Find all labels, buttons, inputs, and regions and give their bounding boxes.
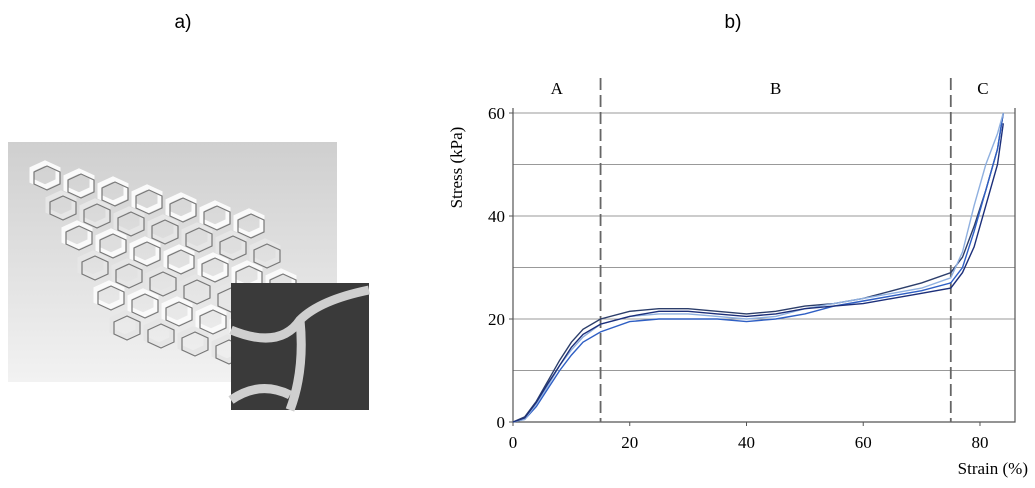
hexagon-shadow [99, 233, 127, 259]
hexagon-shadow [183, 279, 211, 305]
region-label: C [977, 79, 988, 98]
hexagon [45, 190, 77, 220]
y-tick-label: 40 [488, 207, 505, 226]
hexagon-shadow [219, 235, 247, 261]
hexagon-shadow [115, 263, 143, 289]
hexagon-shadow [181, 331, 209, 357]
y-tick-label: 60 [488, 104, 505, 123]
hexagon-shadow [67, 173, 95, 199]
hexagon-shadow [237, 213, 265, 239]
inset-strut [228, 285, 370, 412]
hexagon [161, 296, 193, 326]
hexagon-shadow [117, 211, 145, 237]
hexagon-shadow [201, 257, 229, 283]
hexagon-shadow [165, 301, 193, 327]
x-tick-label: 20 [621, 433, 638, 452]
hexagon-shadow [147, 323, 175, 349]
hexagon [29, 160, 61, 190]
hexagon-shadow [185, 227, 213, 253]
series-line [512, 112, 1004, 423]
hexagon-shadow [253, 243, 281, 269]
series-line [512, 112, 1004, 423]
axis-frame [512, 108, 1016, 423]
hexagon-shadow [83, 203, 111, 229]
hexagon [199, 200, 231, 230]
hexagon-shadow [169, 197, 197, 223]
hexagon-shadow [135, 189, 163, 215]
hexagon [109, 310, 141, 340]
hexagon-shadow [65, 225, 93, 251]
hexagon [195, 304, 227, 334]
hexagon [179, 274, 211, 304]
hexagon [79, 198, 111, 228]
hexagon [127, 288, 159, 318]
hexagon-shadow [133, 241, 161, 267]
hexagon [233, 208, 265, 238]
hexagon [163, 244, 195, 274]
x-tick-label: 60 [855, 433, 872, 452]
panel-label: a) [175, 12, 192, 33]
x-tick-label: 80 [971, 433, 988, 452]
hexagon-shadow [199, 309, 227, 335]
hexagon [129, 236, 161, 266]
hexagon [215, 230, 247, 260]
x-tick-label: 40 [738, 433, 755, 452]
hexagon-shadow [113, 315, 141, 341]
y-axis-label: Stress (kPa) [447, 127, 466, 209]
hexagon-shadow [49, 195, 77, 221]
hexagon [113, 206, 145, 236]
hexagon [93, 280, 125, 310]
hexagon [111, 258, 143, 288]
hexagon [97, 176, 129, 206]
series-line [512, 123, 1004, 423]
hexagon [165, 192, 197, 222]
hexagon [77, 250, 109, 280]
hexagon [61, 220, 93, 250]
hexagon-shadow [81, 255, 109, 281]
hexagon-shadow [167, 249, 195, 275]
hexagon [177, 326, 209, 356]
hexagon [147, 214, 179, 244]
lattice-image [8, 142, 370, 412]
region-label: A [551, 79, 564, 98]
hexagon-shadow [101, 181, 129, 207]
hexagon [131, 184, 163, 214]
hexagon [145, 266, 177, 296]
region-label: B [770, 79, 781, 98]
hexagon-shadow [97, 285, 125, 311]
hexagon-shadow [203, 205, 231, 231]
x-tick-label: 0 [509, 433, 518, 452]
x-axis-label: Strain (%) [958, 459, 1028, 478]
y-tick-label: 0 [497, 413, 506, 432]
panel-label: b) [725, 12, 742, 33]
hexagon [181, 222, 213, 252]
hexagon [249, 238, 281, 268]
hexagon-shadow [33, 165, 61, 191]
hexagon [143, 318, 175, 348]
hexagon-shadow [149, 271, 177, 297]
y-tick-label: 20 [488, 310, 505, 329]
hexagon [95, 228, 127, 258]
hexagon [63, 168, 95, 198]
hexagon-shadow [151, 219, 179, 245]
hexagon [197, 252, 229, 282]
hexagon-shadow [131, 293, 159, 319]
